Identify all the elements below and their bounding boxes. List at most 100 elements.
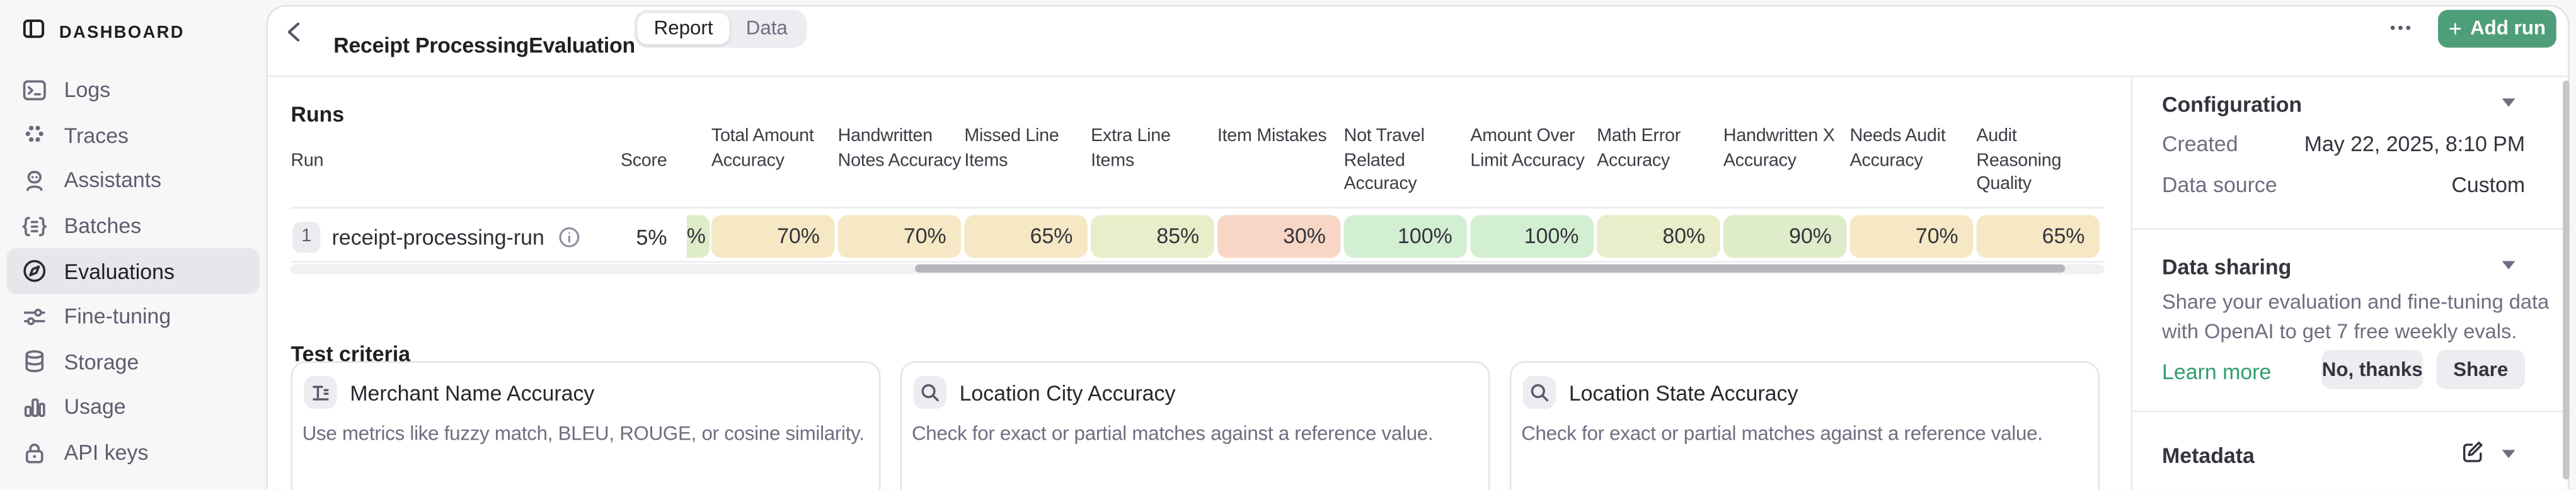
sidebar: DASHBOARD Logs Traces Assistants Batches… [0,0,267,490]
col-header: Handwritten X Accuracy [1723,126,1835,170]
edit-pencil-icon[interactable] [2461,440,2484,472]
panel-divider [2130,75,2132,490]
col-header: Math Error Accuracy [1597,126,1681,170]
horizontal-scrollbar-thumb[interactable] [915,264,2066,273]
sidebar-item-assistants[interactable]: Assistants [6,158,259,203]
robot-icon [21,168,48,194]
no-thanks-button[interactable]: No, thanks [2321,350,2424,389]
traces-cluster-icon [21,122,48,149]
metric-cell: 70% [711,215,835,258]
compass-icon [21,258,48,285]
metric-cell: 90% [1723,215,1847,258]
col-header: Audit Reasoning Quality [1976,126,2062,194]
plus-icon: + [2448,14,2463,42]
search-icon [913,376,946,409]
test-criteria-cards: Merchant Name Accuracy Use metrics like … [290,361,2100,490]
topbar-divider [267,75,2570,77]
metric-cell: 70% [837,215,962,258]
data-sharing-heading: Data sharing [2161,254,2292,280]
sidebar-header[interactable]: DASHBOARD [21,16,185,49]
sidebar-item-logs[interactable]: Logs [6,67,259,113]
sidebar-item-label: Assistants [64,168,162,193]
data-sharing-body: Share your evaluation and fine-tuning da… [2161,290,2550,343]
col-header: Handwritten Notes Accuracy [837,126,962,170]
sidebar-item-fine-tuning[interactable]: Fine-tuning [6,294,259,339]
sidebar-item-label: Evaluations [64,259,175,284]
criteria-card-location-state[interactable]: Location State Accuracy Check for exact … [1509,361,2100,490]
terminal-icon [21,77,48,103]
col-header: Missed Line Items [964,126,1059,170]
criteria-description: Use metrics like fuzzy match, BLEU, ROUG… [302,422,865,445]
metric-cell: 100% [1470,215,1594,258]
criteria-card-header: Location State Accuracy [1521,376,2081,409]
metric-cell: 70% [1849,215,1974,258]
sidebar-item-label: API keys [64,440,149,465]
report-data-tabs: Report Data [634,9,808,48]
sidebar-item-evaluations[interactable]: Evaluations [6,248,260,294]
sidebar-item-label: Storage [64,349,139,375]
criteria-description: Check for exact or partial matches again… [1521,422,2043,445]
sidebar-item-api-keys[interactable]: API keys [6,430,259,475]
criteria-description: Check for exact or partial matches again… [911,422,1434,445]
sidebar-item-storage[interactable]: Storage [6,339,259,385]
metric-cell: 80% [1597,215,1720,258]
sidebar-item-label: Traces [64,123,129,148]
sidebar-item-traces[interactable]: Traces [6,113,259,158]
metric-cell: 100% [1343,215,1468,258]
metric-cell: 65% [1976,215,2100,258]
criteria-title: Merchant Name Accuracy [350,380,595,405]
learn-more-link[interactable]: Learn more [2161,359,2272,385]
section-divider [2132,410,2572,413]
back-button[interactable] [279,16,309,46]
sidebar-item-label: Usage [64,394,126,420]
dashboard-label: DASHBOARD [59,23,185,43]
criteria-card-header: Location City Accuracy [912,376,1472,409]
run-score: 5% [636,225,667,250]
col-header: Total Amount Accuracy [711,126,814,170]
col-header: Item Mistakes [1217,126,1327,147]
created-label: Created [2161,131,2238,156]
col-header: Not Travel Related Accuracy [1343,126,1425,194]
add-run-button[interactable]: + Add run [2437,9,2556,47]
runs-heading: Runs [290,101,345,127]
chevron-down-icon[interactable] [2502,450,2516,459]
criteria-card-location-city[interactable]: Location City Accuracy Check for exact o… [900,361,1490,490]
database-icon [21,349,48,375]
lock-icon [21,440,48,466]
page-title: Receipt ProcessingEvaluation [333,32,635,57]
runs-table: Run Score Total Amount Accuracy Handwrit… [290,0,2105,279]
created-value: May 22, 2025, 8:10 PM [2304,131,2526,156]
sidebar-item-batches[interactable]: Batches [6,203,259,249]
metadata-heading: Metadata [2161,443,2255,469]
text-compare-icon [304,376,337,409]
metric-cell-clipped: % [686,215,710,258]
sidebar-item-usage[interactable]: Usage [6,384,259,430]
tab-report[interactable]: Report [637,13,730,45]
add-run-label: Add run [2470,16,2546,40]
table-header-divider [290,207,2105,209]
col-header: Amount Over Limit Accuracy [1470,126,1585,170]
chevron-down-icon[interactable] [2502,261,2516,270]
table-row[interactable]: 1 receipt-processing-run 5% % 70% 70% 65… [290,212,2104,261]
tab-data[interactable]: Data [745,16,788,40]
sidebar-nav: Logs Traces Assistants Batches Evaluatio… [6,67,260,475]
vertical-scrollbar-thumb[interactable] [2562,80,2569,480]
data-source-value: Custom [2451,172,2526,197]
search-icon [1522,376,1556,409]
run-identity: 1 receipt-processing-run [292,212,580,261]
criteria-title: Location City Accuracy [959,380,1176,405]
metric-cell: 65% [964,215,1088,258]
info-circle-icon[interactable] [559,225,580,247]
sidebar-item-label: Batches [64,214,142,239]
sidebar-item-label: Logs [64,77,111,103]
panel-left-icon [21,16,46,49]
sidebar-item-label: Fine-tuning [64,304,171,329]
braces-list-icon [21,213,48,239]
share-button[interactable]: Share [2436,350,2526,389]
chevron-down-icon[interactable] [2502,98,2516,107]
col-header-score: Score [620,151,667,171]
more-options-button[interactable]: ••• [2390,20,2414,37]
criteria-card-merchant-name[interactable]: Merchant Name Accuracy Use metrics like … [290,361,881,490]
col-header: Extra Line Items [1091,126,1171,170]
